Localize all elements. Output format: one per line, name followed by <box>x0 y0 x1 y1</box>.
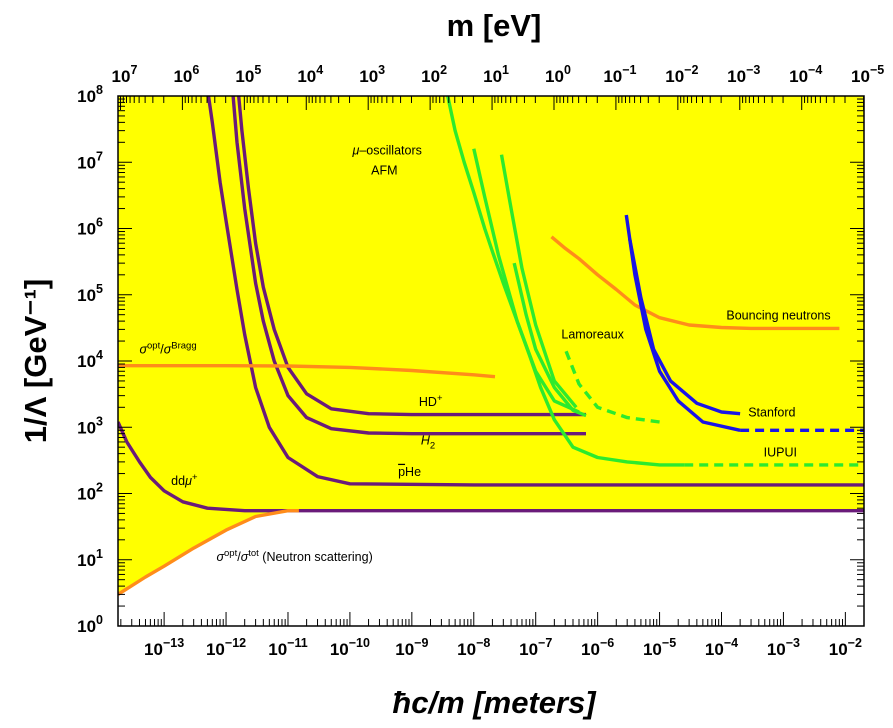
y-tick-label: 103 <box>77 414 103 437</box>
top-axis-title: m [eV] <box>447 8 542 43</box>
annotation-neutron: σopt/σtot (Neutron scattering) <box>216 548 372 564</box>
series-line-9 <box>472 148 580 414</box>
top-tick-label: 103 <box>359 63 385 86</box>
top-tick-label: 104 <box>297 63 323 86</box>
series-line-5 <box>118 509 299 596</box>
x-tick-label: 10−11 <box>268 636 307 659</box>
y-tick-label: 102 <box>77 481 103 504</box>
x-tick-label: 10−7 <box>519 636 552 659</box>
series-line-3 <box>237 96 586 417</box>
annotation-iupui: IUPUI <box>764 446 797 460</box>
series-line-14 <box>628 238 741 416</box>
top-tick-label: 10−2 <box>665 63 698 86</box>
y-tick-label: 101 <box>77 547 103 570</box>
top-tick-label: 100 <box>545 63 571 86</box>
annotation-pbarhe: pHe <box>398 465 421 479</box>
annotation-hdplus: HD+ <box>419 393 443 409</box>
tick-marks <box>118 96 865 627</box>
top-tick-label: 106 <box>173 63 199 86</box>
y-tick-label: 107 <box>77 149 103 172</box>
y-tick-label: 100 <box>77 613 103 636</box>
x-tick-label: 10−3 <box>767 636 800 659</box>
top-tick-label: 10−3 <box>727 63 760 86</box>
top-tick-label: 10−1 <box>603 63 636 86</box>
annotation-mu: μ–oscillators <box>351 144 421 158</box>
x-tick-label: 10−12 <box>206 636 246 659</box>
annotation-h2: H2 <box>421 433 435 451</box>
x-tick-label: 10−6 <box>581 636 614 659</box>
x-tick-label: 10−9 <box>395 636 428 659</box>
series-line-11 <box>512 262 587 418</box>
series-line-2 <box>231 96 586 436</box>
excluded-free-region <box>118 510 864 626</box>
series-line-1 <box>206 96 864 487</box>
top-tick-label: 10−4 <box>789 63 822 86</box>
top-tick-label: 101 <box>483 63 509 86</box>
x-tick-label: 10−13 <box>144 636 184 659</box>
annotation-lamoreaux: Lamoreaux <box>561 327 624 341</box>
series-line-0 <box>118 421 864 513</box>
series-layer <box>118 96 864 626</box>
x-tick-label: 10−4 <box>705 636 738 659</box>
top-tick-label: 107 <box>112 63 138 86</box>
series-line-10 <box>499 154 578 409</box>
y-tick-label: 105 <box>77 282 103 305</box>
series-line-6 <box>550 235 840 331</box>
y-tick-label: 108 <box>77 83 103 106</box>
annotation-ddmu: ddμ+ <box>171 472 198 488</box>
annotation-bragg: σopt/σBragg <box>139 340 196 356</box>
top-tick-label: 105 <box>235 63 261 86</box>
x-tick-label: 10−10 <box>330 636 370 659</box>
top-tick-label: 102 <box>421 63 447 86</box>
series-line-12 <box>564 350 660 424</box>
x-tick-label: 10−5 <box>643 636 676 659</box>
tick-labels: 10−13 10−12 10−11 10−10 10−9 10−8 10−7 10−6 10−5… <box>77 63 884 659</box>
x-tick-label: 10−2 <box>829 636 862 659</box>
x-tick-label: 10−8 <box>457 636 490 659</box>
annotation-afm: AFM <box>371 164 397 178</box>
y-axis-title: 1/Λ [GeV⁻¹] <box>18 279 53 444</box>
annotation-stanford: Stanford <box>748 406 795 420</box>
x-axis-title: ħc/m [meters] <box>392 685 597 720</box>
y-tick-label: 104 <box>77 348 103 371</box>
annotation-bouncing: Bouncing neutrons <box>726 309 830 323</box>
y-tick-label: 106 <box>77 216 103 239</box>
series-line-4 <box>118 364 496 379</box>
top-tick-label: 10−5 <box>851 63 884 86</box>
